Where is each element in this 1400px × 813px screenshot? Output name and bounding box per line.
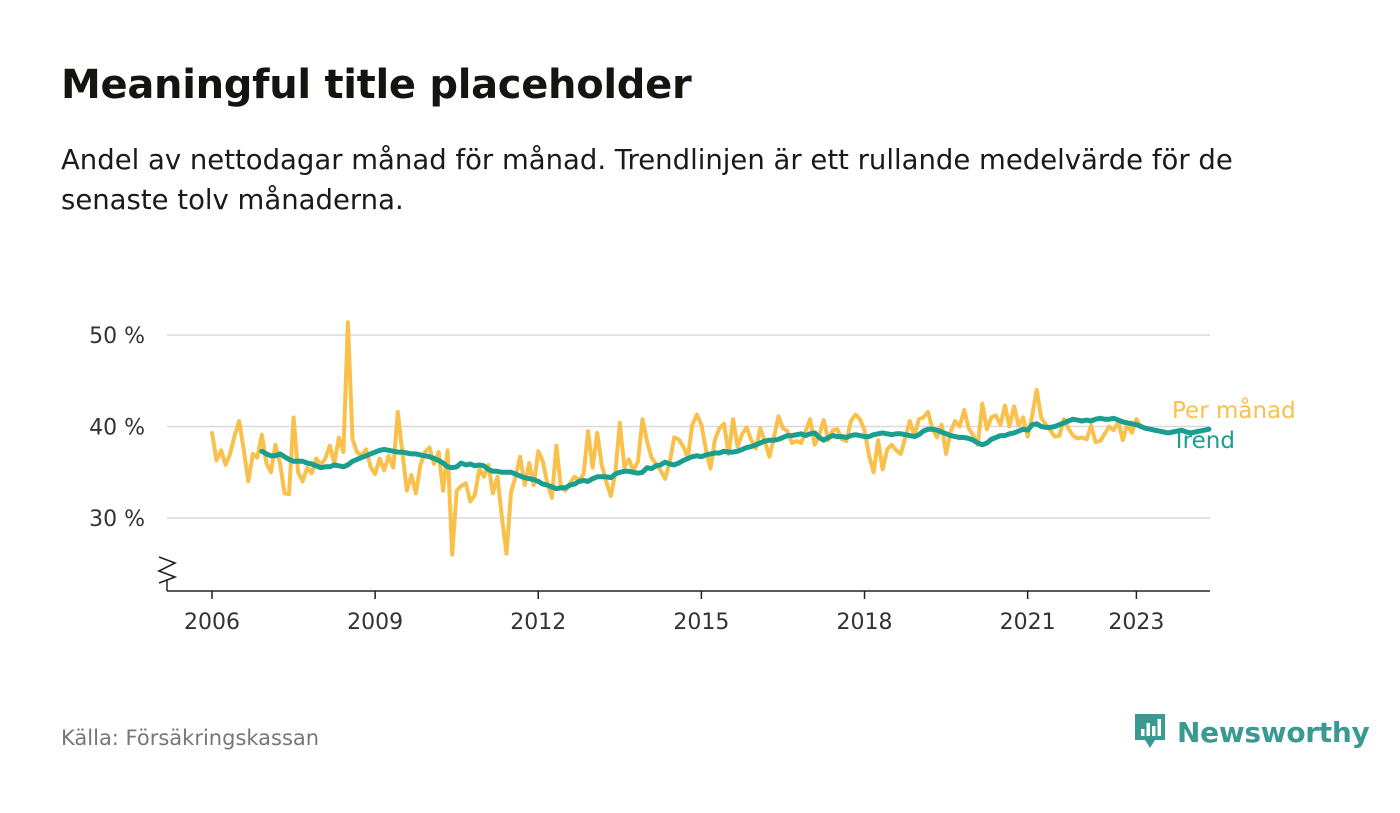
chart-subtitle: Andel av nettodagar månad för månad. Tre… xyxy=(61,144,1233,216)
x-tick-label-2018: 2018 xyxy=(837,610,893,635)
y-tick-label-50: 50 % xyxy=(89,324,145,349)
x-axis-tick-labels: 2006 2009 2012 2015 2018 2021 2023 xyxy=(184,591,1164,635)
source-note: Källa: Försäkringskassan xyxy=(61,726,320,750)
y-tick-label-30: 30 % xyxy=(89,507,145,532)
series-line-trend xyxy=(259,415,1212,492)
series-labels: Per månad Trend xyxy=(1171,396,1296,454)
x-axis xyxy=(157,556,1210,592)
x-tick-label-2023: 2023 xyxy=(1108,610,1164,635)
x-tick-label-2012: 2012 xyxy=(510,610,566,635)
x-tick-label-2015: 2015 xyxy=(673,610,729,635)
series-label-per-manad: Per månad xyxy=(1172,396,1296,424)
y-tick-label-40: 40 % xyxy=(89,416,145,441)
newsworthy-logo[interactable]: Newsworthy xyxy=(1133,712,1370,752)
gridlines xyxy=(167,334,1210,519)
x-tick-label-2006: 2006 xyxy=(184,610,240,635)
series-line-per-manad xyxy=(210,320,1143,557)
newsworthy-logo-text: Newsworthy xyxy=(1177,715,1370,749)
y-axis-tick-labels: 30 % 40 % 50 % xyxy=(89,324,145,532)
axis-break-mark xyxy=(157,556,178,584)
series-lines xyxy=(210,320,1212,557)
chart-title: Meaningful title placeholder xyxy=(61,62,692,108)
x-tick-label-2021: 2021 xyxy=(1000,610,1056,635)
newsworthy-logo-icon xyxy=(1135,714,1165,748)
series-label-trend: Trend xyxy=(1171,428,1235,454)
x-tick-label-2009: 2009 xyxy=(347,610,403,635)
